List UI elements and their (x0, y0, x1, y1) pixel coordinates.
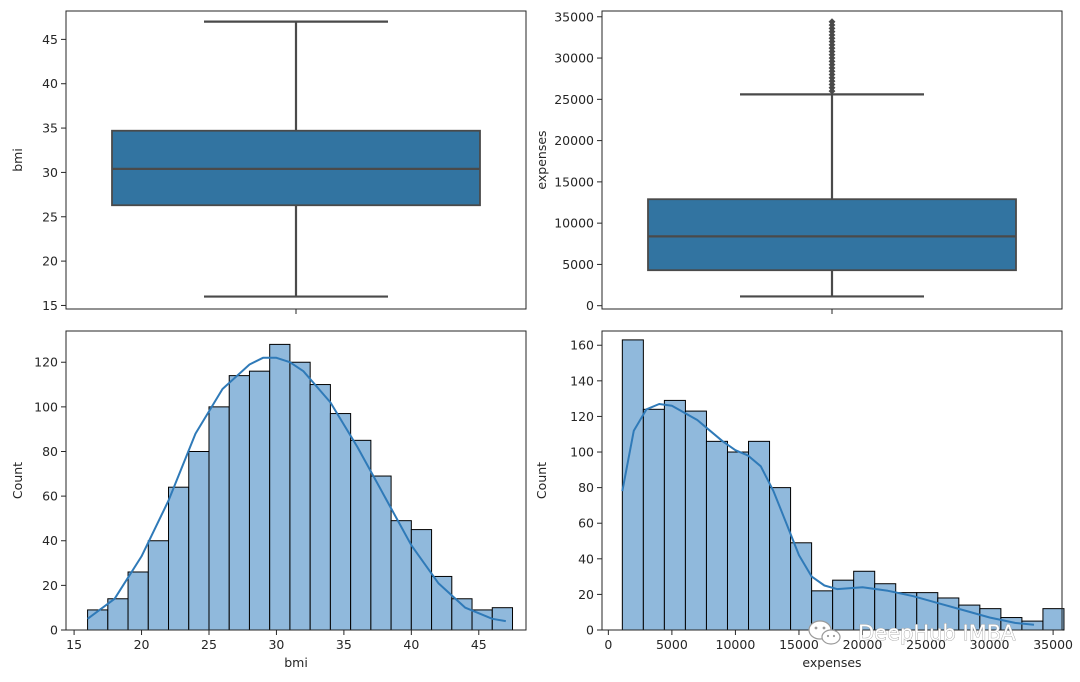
histogram-bar (87, 609, 109, 631)
y-tick-label: 15 (42, 298, 58, 313)
y-tick-label: 35 (42, 121, 58, 136)
histogram-bar (790, 542, 813, 631)
histogram-bar (309, 384, 331, 631)
x-tick-label: 25 (201, 637, 217, 652)
y-tick-label: 80 (42, 444, 58, 459)
y-tick-label: 40 (42, 76, 58, 91)
histogram-bar (705, 440, 728, 631)
y-tick-label: 0 (586, 623, 594, 638)
y-tick-label: 25000 (554, 92, 594, 107)
x-axis-label: bmi (284, 655, 308, 670)
histogram-bar (370, 475, 392, 631)
y-tick-label: 100 (34, 399, 58, 414)
y-tick-label: 40 (42, 533, 58, 548)
y-axis-label: Count (534, 462, 549, 499)
x-tick-label: 30 (268, 637, 284, 652)
y-axis-label: Count (10, 462, 25, 499)
y-tick-label: 0 (586, 298, 594, 313)
histogram-bar (350, 439, 372, 631)
y-tick-label: 120 (570, 409, 594, 424)
histogram-bar (621, 339, 644, 631)
y-tick-label: 35000 (554, 9, 594, 24)
histogram-bar (684, 410, 707, 631)
x-tick-label: 10000 (716, 637, 756, 652)
histogram-bar (107, 598, 129, 631)
y-tick-label: 40 (578, 551, 594, 566)
expenses-boxplot-panel: 0 5000 10000 15000 20000 25000 30000 35000 expen… (534, 9, 1063, 314)
histogram-bar (663, 399, 686, 631)
histogram-bar (410, 529, 433, 631)
x-tick-label: 30000 (970, 637, 1010, 652)
y-tick-label: 15000 (554, 174, 594, 189)
y-tick-label: 60 (578, 516, 594, 531)
y-tick-label: 20 (42, 578, 58, 593)
histogram-bar (188, 450, 210, 631)
wechat-icon (808, 620, 841, 645)
y-tick-label: 0 (50, 623, 58, 638)
x-axis-label: expenses (802, 655, 861, 670)
x-tick-label: 45 (471, 637, 487, 652)
watermark-text: DeepHub IMBA (858, 621, 1016, 645)
histogram-bar (208, 406, 230, 631)
histogram-bar (228, 375, 250, 631)
y-tick-label: 20 (42, 254, 58, 269)
y-tick-label: 100 (570, 445, 594, 460)
x-tick-label: 15000 (779, 637, 819, 652)
histogram-bar (431, 575, 453, 631)
x-tick-label: 20000 (843, 637, 883, 652)
x-tick-label: 20 (134, 637, 150, 652)
bmi-histogram-panel: 0 20 40 60 80 100 120 Count 15 20 25 30 35 40 45 bmi (10, 330, 527, 670)
y-axis-label: bmi (10, 148, 25, 172)
y-tick-label: 45 (42, 32, 58, 47)
histogram-bar (329, 413, 352, 631)
histogram-bar (1042, 608, 1065, 631)
x-tick-label: 40 (403, 637, 419, 652)
plot-frame (601, 10, 1063, 310)
y-tick-label: 10000 (554, 216, 594, 231)
y-tick-label: 120 (34, 355, 58, 370)
histogram-bar (127, 571, 149, 631)
y-tick-label: 80 (578, 480, 594, 495)
y-tick-label: 30 (42, 165, 58, 180)
x-tick-label: 15 (66, 637, 82, 652)
y-tick-label: 30000 (554, 51, 594, 66)
y-tick-label: 60 (42, 489, 58, 504)
y-tick-label: 160 (570, 338, 594, 353)
x-tick-label: 5000 (656, 637, 688, 652)
y-tick-label: 140 (570, 373, 594, 388)
histogram-bar (147, 540, 170, 631)
bmi-boxplot-panel: 15 20 25 30 35 40 45 bmi (10, 10, 527, 314)
iqr-box (647, 198, 1017, 272)
x-tick-label: 35000 (1033, 637, 1073, 652)
y-tick-label: 20000 (554, 133, 594, 148)
y-tick-label: 25 (42, 209, 58, 224)
watermark: DeepHub IMBA (808, 620, 1017, 645)
histogram-bar (471, 609, 493, 631)
histogram-bar (642, 408, 665, 631)
x-tick-label: 25000 (906, 637, 946, 652)
histogram-bar (390, 520, 412, 631)
kde-curve (621, 403, 1035, 626)
histogram-bar (726, 451, 750, 631)
kde-curve (87, 356, 506, 623)
plot-frame (65, 10, 527, 310)
histogram-bar (269, 343, 291, 631)
histogram-bar (748, 440, 771, 631)
x-tick-label: 35 (336, 637, 352, 652)
outlier-point (828, 18, 836, 26)
plot-frame (65, 330, 527, 631)
y-tick-label: 5000 (562, 257, 594, 272)
y-axis-label: expenses (534, 130, 549, 189)
x-tick-label: 0 (604, 637, 612, 652)
expenses-histogram-panel: 0 20 40 60 80 100 120 140 160 Count 0 5000 10000 1500… (534, 330, 1073, 670)
histogram-bar (248, 370, 271, 631)
histogram-bar (168, 486, 190, 631)
y-tick-label: 20 (578, 587, 594, 602)
histogram-bar (289, 361, 311, 631)
